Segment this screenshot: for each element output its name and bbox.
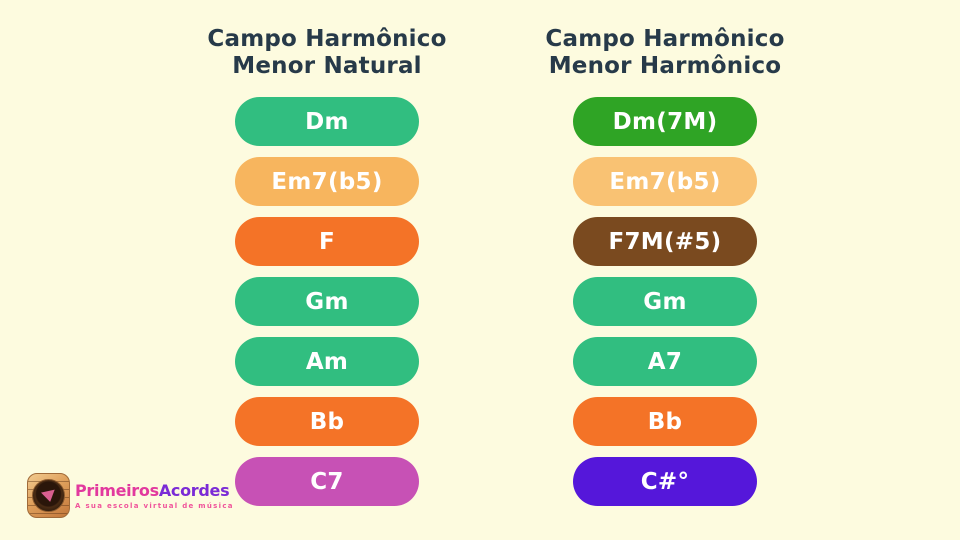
title-line-1: Campo Harmônico <box>545 26 785 52</box>
chord-label: Em7(b5) <box>609 168 721 195</box>
brand-tagline: A sua escola virtual de música <box>75 501 234 510</box>
chord-pill: Dm <box>235 97 419 146</box>
soundhole-icon <box>32 479 65 512</box>
chord-label: Am <box>305 348 349 375</box>
title-line-2: Menor Natural <box>232 53 422 79</box>
chord-pill: Bb <box>235 397 419 446</box>
chord-pill: F <box>235 217 419 266</box>
chord-pill: Em7(b5) <box>235 157 419 206</box>
chord-label: Bb <box>309 408 345 435</box>
chord-label: Em7(b5) <box>271 168 383 195</box>
chord-label: Gm <box>643 288 687 315</box>
chord-pill: C#° <box>573 457 757 506</box>
column-title-harmonic: Campo Harmônico Menor Harmônico <box>540 26 790 80</box>
column-minor-harmonic: Campo Harmônico Menor Harmônico Dm(7M) Em… <box>540 0 790 506</box>
chord-pill: A7 <box>573 337 757 386</box>
brand-text: PrimeirosAcordes A sua escola virtual de… <box>75 480 234 510</box>
brand-logo: PrimeirosAcordes A sua escola virtual de… <box>27 473 234 518</box>
column-title-natural: Campo Harmônico Menor Natural <box>202 26 452 80</box>
chord-label: C#° <box>640 468 690 495</box>
guitar-pick-icon <box>40 489 57 504</box>
brand-name: PrimeirosAcordes <box>75 480 234 500</box>
guitar-soundhole-pick-icon <box>27 473 70 518</box>
title-line-1: Campo Harmônico <box>207 26 447 52</box>
chord-pill: Am <box>235 337 419 386</box>
chord-label: Dm <box>305 108 349 135</box>
chord-label: C7 <box>310 468 344 495</box>
chord-label: Dm(7M) <box>612 108 718 135</box>
chord-list-natural: Dm Em7(b5) F Gm Am Bb C7 <box>202 97 452 517</box>
chord-pill: Gm <box>235 277 419 326</box>
chord-pill: Gm <box>573 277 757 326</box>
column-minor-natural: Campo Harmônico Menor Natural Dm Em7(b5) F… <box>202 0 452 506</box>
brand-name-acordes: Acordes <box>158 480 230 500</box>
chord-label: Bb <box>647 408 683 435</box>
chord-label: A7 <box>647 348 683 375</box>
title-line-2: Menor Harmônico <box>548 53 782 79</box>
chord-pill: Dm(7M) <box>573 97 757 146</box>
chord-pill: Bb <box>573 397 757 446</box>
chord-list-harmonic: Dm(7M) Em7(b5) F7M(#5) Gm A7 Bb C#° <box>540 97 790 517</box>
chord-pill: C7 <box>235 457 419 506</box>
chord-label: F7M(#5) <box>608 228 722 255</box>
chord-pill: F7M(#5) <box>573 217 757 266</box>
chord-label: Gm <box>305 288 349 315</box>
chord-label: F <box>318 228 335 255</box>
brand-name-primeiros: Primeiros <box>75 480 159 500</box>
chord-pill: Em7(b5) <box>573 157 757 206</box>
